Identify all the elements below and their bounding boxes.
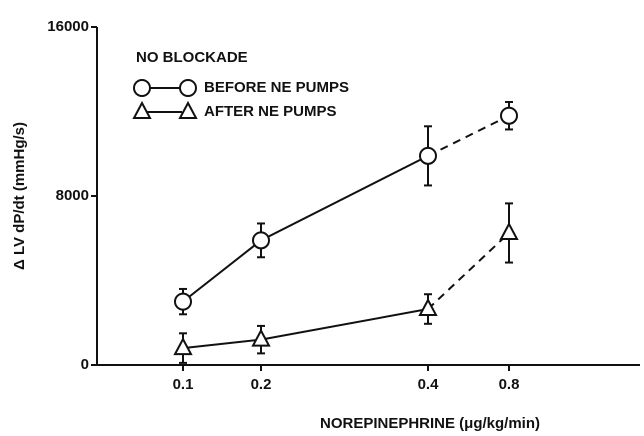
legend-marker — [132, 100, 152, 119]
series-line — [182, 154, 429, 303]
series-line — [427, 232, 510, 310]
data-point — [500, 106, 518, 125]
legend-marker — [133, 79, 151, 97]
y-tick-label: 8000 — [56, 187, 89, 204]
x-tick-label: 0.4 — [418, 376, 440, 393]
data-point — [251, 328, 271, 347]
legend-title: NO BLOCKADE — [136, 49, 248, 66]
legend-label: AFTER NE PUMPS — [204, 103, 337, 120]
data-point — [418, 297, 438, 317]
y-axis-label: Δ LV dP/dt (mmHg/s) — [11, 122, 28, 270]
data-point — [252, 231, 270, 250]
x-tick-label: 0.8 — [499, 376, 520, 393]
x-axis-label: NOREPINEPHRINE (μg/kg/min) — [320, 415, 540, 432]
x-tick-label: 0.1 — [173, 376, 194, 393]
data-point — [173, 336, 193, 356]
legend-label: BEFORE NE PUMPS — [204, 79, 349, 96]
data-point — [419, 146, 437, 165]
data-point — [174, 292, 192, 311]
x-tick-label: 0.2 — [251, 376, 272, 393]
y-tick-label: 16000 — [47, 18, 89, 35]
data-point — [499, 221, 519, 240]
y-tick-label: 0 — [81, 356, 89, 373]
series-line — [427, 114, 510, 157]
legend-marker — [178, 100, 198, 119]
series-line — [182, 308, 429, 350]
legend-marker — [179, 79, 197, 97]
